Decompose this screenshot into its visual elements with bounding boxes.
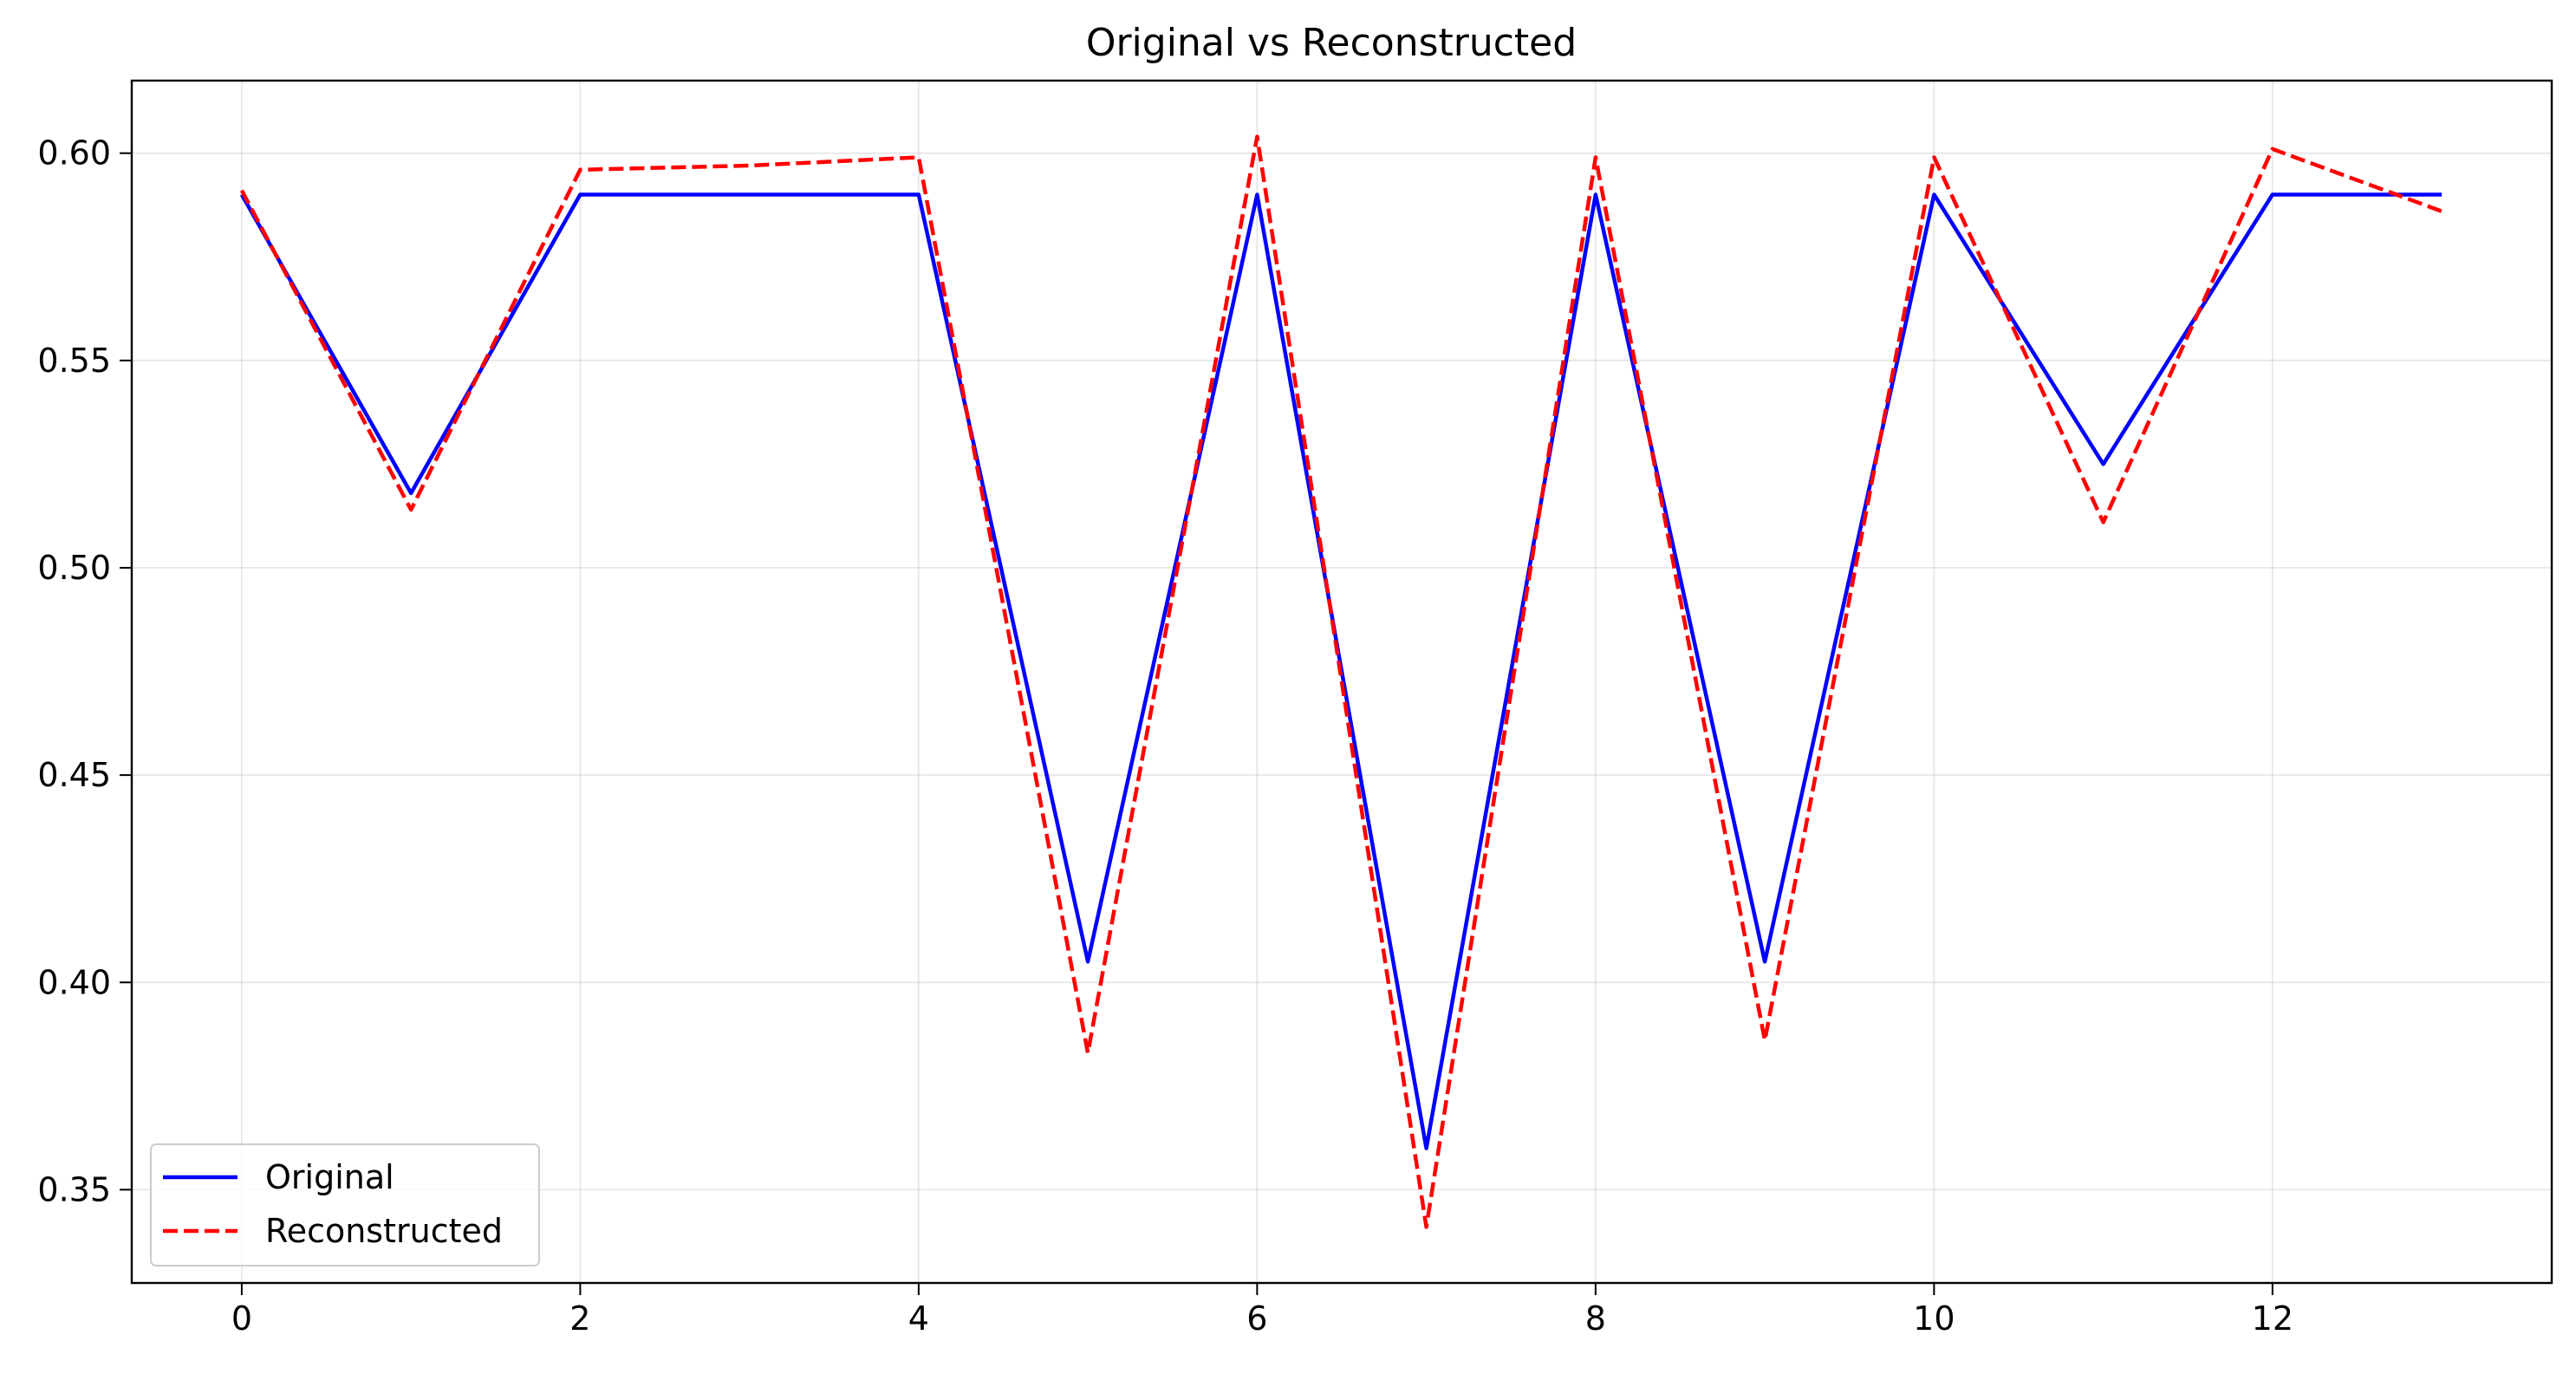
legend-label: Reconstructed	[265, 1212, 503, 1250]
x-tick-label: 8	[1585, 1299, 1606, 1338]
y-tick-label: 0.60	[37, 134, 111, 173]
y-tick-label: 0.55	[37, 342, 111, 380]
series-lines	[239, 134, 2443, 1229]
legend-label: Original	[265, 1158, 394, 1196]
x-tick-label: 2	[569, 1299, 590, 1338]
legend-box	[150, 1143, 540, 1267]
x-tick-label: 4	[908, 1299, 929, 1338]
y-tick-label: 0.40	[37, 963, 111, 1001]
chart-title: Original vs Reconstructed	[1086, 21, 1577, 65]
y-tick-label: 0.45	[37, 756, 111, 794]
y-tick-label: 0.50	[37, 549, 111, 587]
x-tick-label: 12	[2252, 1299, 2293, 1338]
y-tick-label: 0.35	[37, 1170, 111, 1208]
series-line-reconstructed	[239, 134, 2443, 1229]
plot-frame	[130, 79, 2553, 1285]
legend: Original Reconstructed	[150, 1143, 540, 1267]
x-tick-label: 10	[1913, 1299, 1955, 1338]
x-tick-label: 0	[231, 1299, 252, 1338]
axis-ticks: 0 2 4 6 8 10 12 0.35 0.40 0.45 0.50 0.55 0.60	[37, 134, 2293, 1338]
x-tick-label: 6	[1246, 1299, 1267, 1338]
